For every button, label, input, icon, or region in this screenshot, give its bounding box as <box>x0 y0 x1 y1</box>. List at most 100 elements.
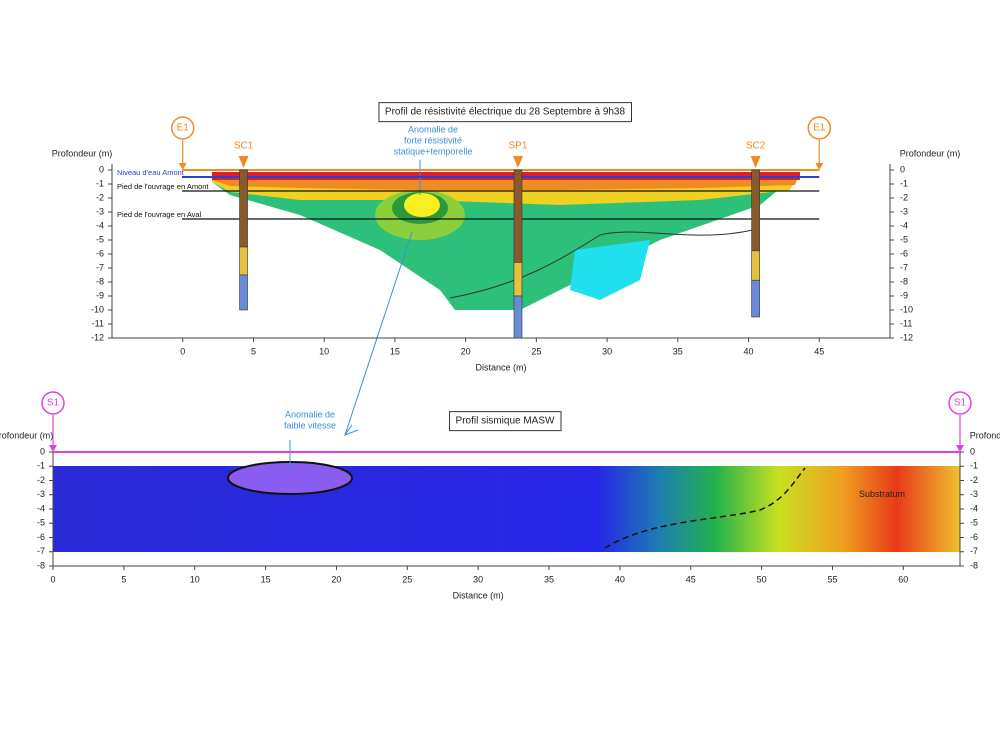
marker-label: S1 <box>47 398 60 409</box>
marker-circle <box>170 116 195 140</box>
substratum-label: Substratum <box>859 489 905 499</box>
y-tick-label-right: -3 <box>900 206 908 216</box>
x-tick-label: 20 <box>461 346 471 356</box>
x-tick-label: 20 <box>331 574 341 584</box>
marker-label: E1 <box>813 123 826 134</box>
x-axis-label: Distance (m) <box>453 590 504 600</box>
y-tick-label-right: -10 <box>900 304 913 314</box>
y-axis-label-right: Profondeur (m) <box>900 148 961 158</box>
y-tick-label: -8 <box>96 276 104 286</box>
y-tick-label-right: -1 <box>900 178 908 188</box>
x-tick-label: 5 <box>251 346 256 356</box>
x-tick-label: 10 <box>319 346 329 356</box>
x-tick-label: 40 <box>615 574 625 584</box>
marker-arrow <box>956 445 964 452</box>
y-tick-label: 0 <box>99 164 104 174</box>
y-tick-label-right: -7 <box>970 546 978 556</box>
y-tick-label: -6 <box>37 532 45 542</box>
y-tick-label: -4 <box>37 503 45 513</box>
y-tick-label-right: -6 <box>970 532 978 542</box>
y-tick-label-right: -8 <box>900 276 908 286</box>
chart-title: Profil sismique MASW <box>456 416 555 427</box>
resistivity-field <box>212 172 800 310</box>
level-label: Pied de l'ouvrage en Aval <box>117 210 202 219</box>
x-tick-label: 35 <box>544 574 554 584</box>
y-tick-label: -10 <box>91 304 104 314</box>
marker-arrow <box>49 445 57 452</box>
annotation: Anomalie de <box>285 409 335 419</box>
borehole-label: SC1 <box>234 141 254 152</box>
y-tick-label-right: -11 <box>900 318 912 328</box>
y-axis-label: Profondeur (m) <box>0 430 53 440</box>
x-tick-label: 15 <box>390 346 400 356</box>
x-tick-label: 30 <box>602 346 612 356</box>
borehole-marker <box>238 156 249 168</box>
annotation: faible vitesse <box>284 420 336 430</box>
y-tick-label-right: -4 <box>970 503 978 513</box>
borehole-upper <box>239 169 248 248</box>
chart-title: Profil de résistivité électrique du 28 S… <box>385 107 626 118</box>
y-tick-label-right: -8 <box>970 560 978 570</box>
marker-label: S1 <box>954 398 967 409</box>
y-tick-label-right: -1 <box>970 461 978 471</box>
x-tick-label: 0 <box>50 574 55 584</box>
level-label: Pied de l'ouvrage en Amont <box>117 182 209 191</box>
y-tick-label-right: -4 <box>900 220 908 230</box>
y-tick-label: -1 <box>37 461 45 471</box>
x-axis-label: Distance (m) <box>475 362 526 372</box>
borehole-upper <box>513 169 523 263</box>
borehole-label: SC2 <box>746 141 766 152</box>
x-tick-label: 45 <box>686 574 696 584</box>
y-tick-label: -3 <box>96 206 104 216</box>
y-tick-label-right: -2 <box>900 192 908 202</box>
y-tick-label: -1 <box>96 178 104 188</box>
y-tick-label: -12 <box>91 332 104 342</box>
x-tick-label: 25 <box>402 574 412 584</box>
y-tick-label: -9 <box>96 290 104 300</box>
y-tick-label: -8 <box>37 560 45 570</box>
y-tick-label: -3 <box>37 489 45 499</box>
annotation: Anomalie de <box>408 124 458 134</box>
x-tick-label: 15 <box>261 574 271 584</box>
y-tick-label-right: 0 <box>970 446 975 456</box>
marker-arrow <box>178 163 187 170</box>
x-tick-label: 10 <box>190 574 200 584</box>
y-tick-label-right: -2 <box>970 475 978 485</box>
y-tick-label: -7 <box>96 262 104 272</box>
y-tick-label: -4 <box>96 220 104 230</box>
y-tick-label: -5 <box>96 234 104 244</box>
y-tick-label-right: -7 <box>900 262 908 272</box>
y-axis-label: Profondeur (m) <box>52 148 113 158</box>
y-tick-label-right: -12 <box>900 332 913 342</box>
y-tick-label-right: -6 <box>900 248 908 258</box>
y-tick-label: -2 <box>37 475 45 485</box>
y-axis-label-right: Profondeur (m) <box>970 430 1000 440</box>
title-box <box>378 102 633 123</box>
y-tick-label-right: -5 <box>900 234 908 244</box>
y-tick-label: -11 <box>92 318 104 328</box>
y-tick-label-right: 0 <box>900 164 905 174</box>
x-tick-label: 0 <box>180 346 185 356</box>
borehole <box>239 274 248 311</box>
y-tick-label: -6 <box>96 248 104 258</box>
borehole-middle <box>751 250 760 281</box>
y-tick-label: -5 <box>37 518 45 528</box>
borehole-marker <box>750 156 761 168</box>
borehole-middle <box>513 262 523 297</box>
borehole-marker <box>512 156 523 168</box>
level-label: Niveau d'eau Amont <box>117 168 185 177</box>
borehole <box>513 295 523 339</box>
x-tick-label: 30 <box>473 574 483 584</box>
x-tick-label: 40 <box>744 346 754 356</box>
marker-label: E1 <box>177 123 190 134</box>
x-tick-label: 35 <box>673 346 683 356</box>
borehole <box>751 279 760 318</box>
marker-circle <box>807 116 832 140</box>
x-tick-label: 55 <box>827 574 837 584</box>
borehole-upper <box>751 169 760 252</box>
x-tick-label: 50 <box>757 574 767 584</box>
x-tick-label: 45 <box>814 346 824 356</box>
y-tick-label: -2 <box>96 192 104 202</box>
x-tick-label: 25 <box>531 346 541 356</box>
